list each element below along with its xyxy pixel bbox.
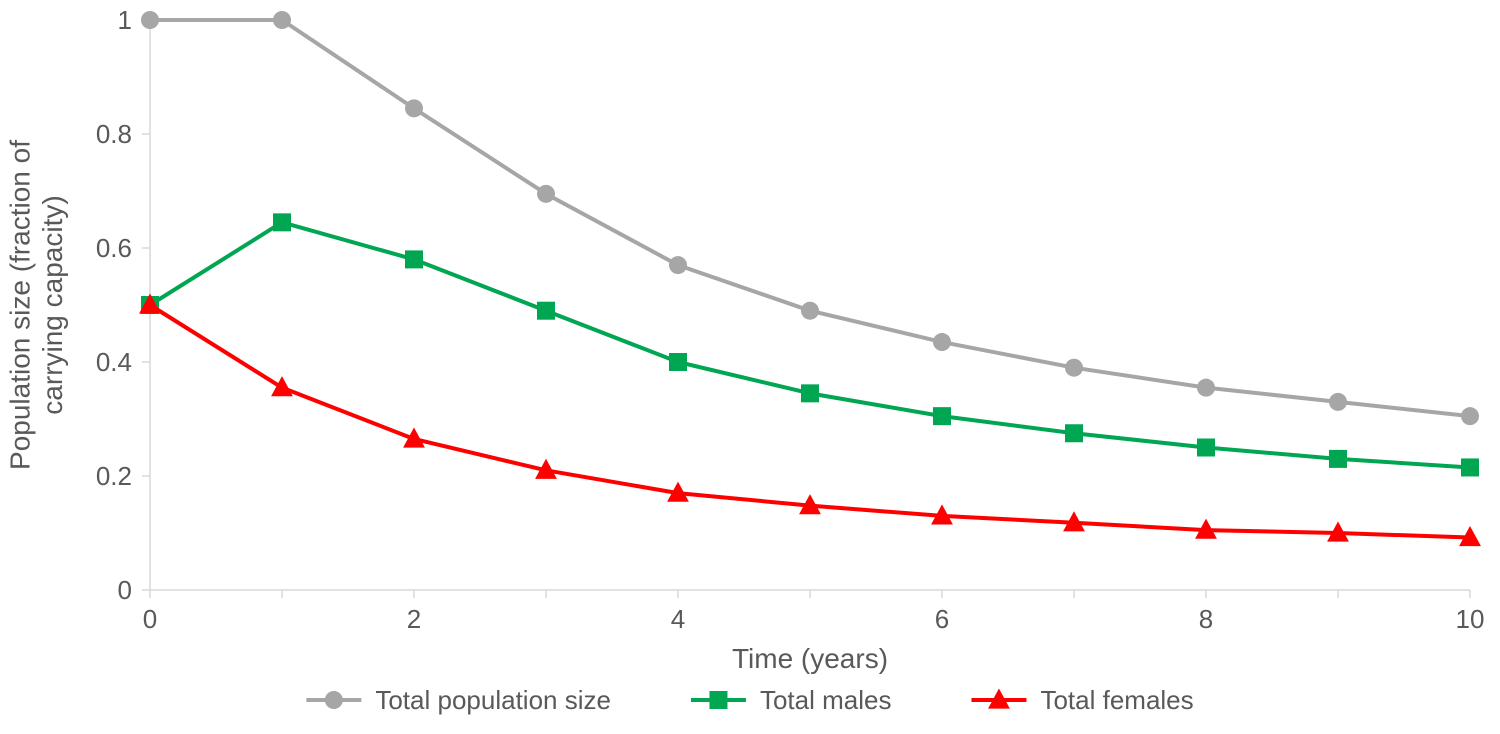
x-tick-label: 0 (143, 604, 157, 634)
x-tick-label: 6 (935, 604, 949, 634)
y-tick-label: 0.8 (96, 119, 132, 149)
y-tick-label: 0.2 (96, 461, 132, 491)
x-axis-label: Time (years) (732, 643, 888, 674)
legend-label: Total males (760, 685, 892, 715)
y-tick-label: 1 (118, 5, 132, 35)
y-tick-label: 0.6 (96, 233, 132, 263)
legend-label: Total females (1040, 685, 1193, 715)
y-tick-label: 0 (118, 575, 132, 605)
x-tick-label: 10 (1456, 604, 1485, 634)
legend-label: Total population size (375, 685, 611, 715)
x-tick-label: 2 (407, 604, 421, 634)
chart-container: 00.20.40.60.810246810Time (years)Populat… (0, 0, 1500, 734)
x-tick-label: 4 (671, 604, 685, 634)
x-tick-label: 8 (1199, 604, 1213, 634)
y-tick-label: 0.4 (96, 347, 132, 377)
chart-svg: 00.20.40.60.810246810Time (years)Populat… (0, 0, 1500, 734)
